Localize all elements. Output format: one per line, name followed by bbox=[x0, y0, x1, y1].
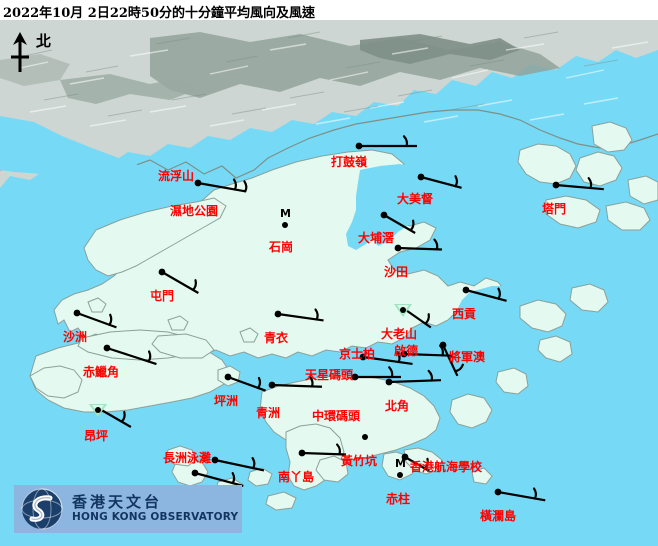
station-label-kai-tak: 啟德 bbox=[394, 344, 419, 358]
station-dot-icon bbox=[159, 269, 165, 275]
title-bar: 2022年10月 2日22時50分的十分鐘平均風向及風速 bbox=[0, 0, 658, 21]
station-dot-icon bbox=[360, 354, 366, 360]
station-dot-icon bbox=[400, 307, 406, 313]
station-dot-icon bbox=[495, 489, 501, 495]
station-m-marker: M bbox=[280, 207, 291, 220]
station-dot-icon bbox=[356, 143, 362, 149]
station-label-peng-chau: 坪洲 bbox=[214, 394, 239, 408]
station-dot-icon bbox=[282, 222, 288, 228]
station-label-sai-kung: 西貢 bbox=[452, 307, 477, 321]
station-dot-icon bbox=[553, 182, 559, 188]
station-label-north-point: 北角 bbox=[385, 399, 410, 413]
station-label-sha-chau: 沙洲 bbox=[63, 330, 88, 344]
station-dot-icon bbox=[397, 472, 403, 478]
station-label-hk-sea-school: 香港航海學校 bbox=[410, 460, 483, 474]
station-label-sha-tin: 沙田 bbox=[384, 265, 409, 279]
map-canvas[interactable]: 北 打鼓嶺流浮山濕地公園 M 石崗 大美督塔門大埔滘沙田屯門西貢沙洲 青衣 大老山將軍澳赤… bbox=[0, 20, 658, 546]
station-dot-icon bbox=[381, 212, 387, 218]
station-label-ngong-ping: 昂坪 bbox=[84, 429, 109, 443]
station-dot-icon bbox=[192, 470, 198, 476]
north-arrow-icon bbox=[11, 32, 29, 72]
station-label-wetland-park: 濕地公園 bbox=[170, 204, 219, 218]
station-label-central-pier: 中環碼頭 bbox=[312, 409, 361, 423]
station-label-tates-cairn: 大老山 bbox=[381, 327, 418, 341]
station-label-lamma-island: 南丫島 bbox=[278, 470, 315, 484]
station-label-tsing-yi: 青衣 bbox=[264, 331, 289, 345]
hko-logo-en: HONG KONG OBSERVATORY bbox=[72, 511, 239, 523]
station-dot-icon bbox=[225, 374, 231, 380]
station-label-star-ferry: 天星碼頭 bbox=[305, 368, 354, 382]
station-label-kings-park: 京士柏 bbox=[339, 347, 376, 361]
station-dot-icon bbox=[352, 374, 358, 380]
hko-logo: 香港天文台 HONG KONG OBSERVATORY bbox=[14, 485, 242, 533]
station-dot-icon bbox=[440, 342, 446, 348]
hko-logo-zh: 香港天文台 bbox=[72, 493, 163, 511]
station-label-lau-fau-shan: 流浮山 bbox=[158, 169, 195, 183]
station-label-tai-mei-tuk: 大美督 bbox=[397, 192, 434, 206]
station-label-ta-kwu-ling: 打鼓嶺 bbox=[331, 155, 368, 169]
station-dot-icon bbox=[386, 379, 392, 385]
station-label-waglan-island: 橫瀾島 bbox=[480, 509, 517, 523]
station-dot-icon bbox=[362, 434, 368, 440]
station-m-marker: M bbox=[395, 457, 406, 470]
station-dot-icon bbox=[269, 382, 275, 388]
station-dot-icon bbox=[402, 454, 408, 460]
station-dot-icon bbox=[104, 345, 110, 351]
station-dot-icon bbox=[418, 174, 424, 180]
station-label-tseung-kwan-o: 將軍澳 bbox=[449, 350, 486, 364]
station-dot-icon bbox=[463, 287, 469, 293]
station-dot-icon bbox=[195, 180, 201, 186]
station-label-shek-kong: 石崗 bbox=[269, 240, 294, 254]
station-label-tap-mun: 塔門 bbox=[542, 202, 567, 216]
station-label-stanley: 赤柱 bbox=[386, 492, 411, 506]
station-dot-icon bbox=[95, 407, 101, 413]
station-label-tai-po-kau: 大埔滘 bbox=[358, 231, 395, 245]
hko-logo-text: 香港天文台 HONG KONG OBSERVATORY bbox=[72, 494, 238, 524]
station-dot-icon bbox=[275, 311, 281, 317]
station-dot-icon bbox=[299, 450, 305, 456]
map-basemap bbox=[0, 20, 658, 546]
station-dot-icon bbox=[74, 310, 80, 316]
station-dot-icon bbox=[395, 245, 401, 251]
station-label-wong-chuk-hang: 黃竹坑 bbox=[341, 454, 378, 468]
page-title: 2022年10月 2日22時50分的十分鐘平均風向及風速 bbox=[3, 6, 316, 21]
station-dot-icon bbox=[212, 457, 218, 463]
station-label-green-island: 青洲 bbox=[256, 406, 281, 420]
north-label: 北 bbox=[36, 32, 52, 50]
station-dot-icon bbox=[401, 351, 407, 357]
station-layer: 打鼓嶺流浮山濕地公園 M 石崗 大美督塔門大埔滘沙田屯門西貢沙洲 青衣 大老山將軍澳赤鱲角… bbox=[0, 20, 658, 546]
station-label-tuen-mun: 屯門 bbox=[150, 289, 175, 303]
hko-swirl-logo-icon bbox=[20, 487, 64, 531]
north-arrow: 北 bbox=[6, 28, 62, 78]
station-label-chek-lap-kok: 赤鱲角 bbox=[83, 365, 120, 379]
station-label-cheung-chau-beach: 長洲泳灘 bbox=[163, 451, 212, 465]
